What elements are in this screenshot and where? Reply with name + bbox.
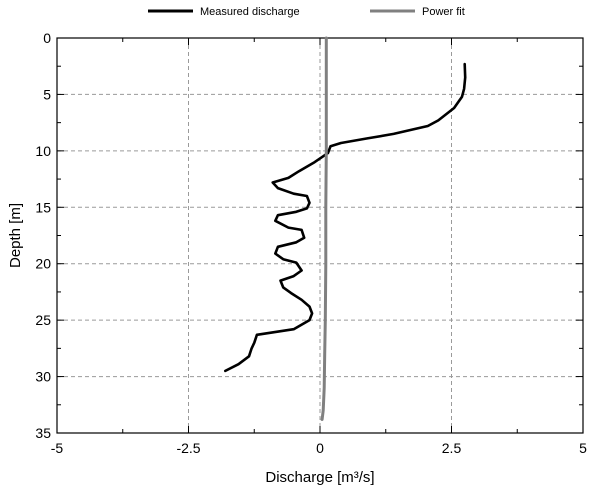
y-tick-label-1: 5	[43, 86, 51, 102]
series-line-1	[320, 36, 328, 421]
grid	[57, 38, 583, 433]
x-axis-title: Discharge [m³/s]	[265, 469, 374, 486]
x-tick-label-3: 2.5	[442, 440, 462, 456]
legend-label-0: Measured discharge	[200, 6, 300, 18]
y-tick-label-3: 15	[35, 199, 51, 215]
y-tick-label-5: 25	[35, 312, 51, 328]
series-line-0	[224, 62, 467, 373]
y-tick-label-4: 20	[35, 256, 51, 272]
y-tick-labels: 0 5 10 15 20 25 30 35	[35, 30, 51, 441]
x-tick-label-0: -5	[51, 440, 64, 456]
y-tick-label-0: 0	[43, 30, 51, 46]
x-tick-label-4: 5	[579, 440, 587, 456]
x-tick-label-2: 0	[316, 440, 324, 456]
x-tick-label-1: -2.5	[176, 440, 200, 456]
legend-label-1: Power fit	[422, 6, 465, 18]
y-tick-label-6: 30	[35, 369, 51, 385]
legend: Measured discharge Power fit	[148, 6, 465, 18]
x-tick-labels: -5 -2.5 0 2.5 5	[51, 440, 587, 456]
minor-ticks	[56, 37, 584, 434]
y-tick-label-7: 35	[35, 425, 51, 441]
y-axis-title: Depth [m]	[7, 203, 24, 268]
y-tick-label-2: 10	[35, 143, 51, 159]
series-lines	[224, 36, 467, 421]
